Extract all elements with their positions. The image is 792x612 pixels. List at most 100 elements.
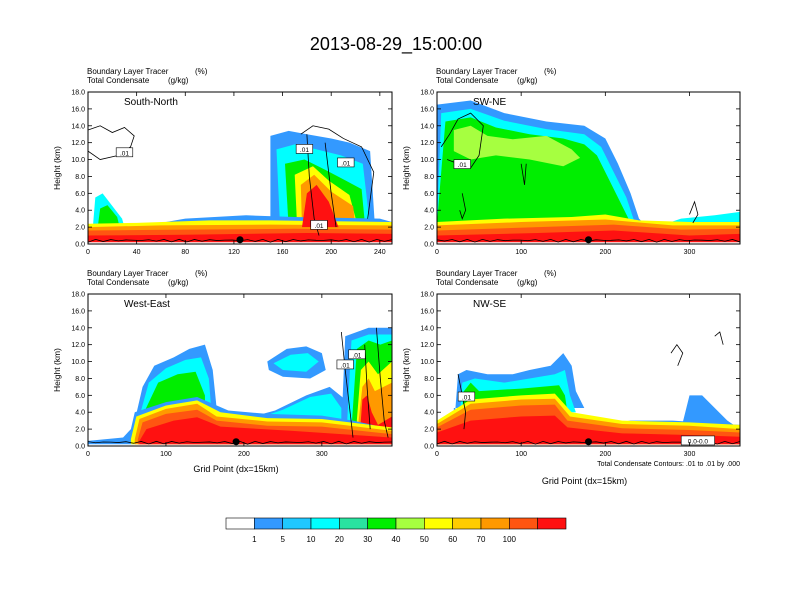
colorbar-swatch (452, 517, 482, 530)
tracer-field (437, 331, 740, 445)
y-tick-label: 10.0 (71, 359, 85, 366)
panel-subtitle-unit: (g/kg) (168, 76, 189, 85)
y-tick-label: 10.0 (420, 157, 434, 164)
contour-label: 0.0-0.0 (688, 438, 709, 445)
contour-label: .01 (120, 150, 129, 157)
x-axis-label: Grid Point (dx=15km) (542, 476, 627, 486)
y-tick-label: 0.0 (424, 242, 434, 249)
condensate-contour (457, 374, 467, 430)
panel-label: South-North (124, 97, 178, 108)
y-tick-label: 12.0 (71, 140, 85, 147)
panel-title-unit: (%) (544, 67, 557, 76)
condensate-contour (300, 125, 375, 219)
y-tick-label: 6.0 (75, 393, 85, 400)
y-tick-label: 16.0 (420, 106, 434, 113)
x-tick-label: 240 (374, 249, 386, 256)
y-tick-label: 8.0 (424, 376, 434, 383)
x-tick-label: 200 (238, 451, 250, 458)
colorbar-swatch (509, 517, 538, 530)
x-tick-label: 100 (515, 249, 527, 256)
y-tick-label: 18.0 (420, 292, 434, 299)
y-tick-label: 2.0 (75, 225, 85, 232)
colorbar-swatch (395, 517, 425, 530)
condensate-contour (340, 331, 354, 438)
y-tick-label: 8.0 (75, 376, 85, 383)
x-tick-label: 300 (316, 451, 328, 458)
y-tick-label: 4.0 (424, 410, 434, 417)
contour-label-box (680, 435, 715, 446)
y-tick-label: 18.0 (420, 90, 434, 97)
panel-subtitle-unit: (g/kg) (517, 278, 538, 287)
panel-west-east: .01.01 0.0 2.0 4.0 6.0 8.0 10.0 12.0 14.0 16.0 18.… (52, 269, 393, 474)
panel-title: Boundary Layer Tracer (436, 67, 518, 76)
contour-label: .01 (300, 147, 309, 154)
station-marker (232, 438, 240, 446)
y-tick-label: 12.0 (71, 342, 85, 349)
x-tick-label: 200 (599, 249, 611, 256)
plot-frame (436, 91, 741, 245)
y-tick-label: 14.0 (71, 325, 85, 332)
condensate-contour (324, 142, 337, 228)
y-tick-label: 14.0 (420, 325, 434, 332)
x-tick-label: 0 (86, 249, 90, 256)
tracer-shading (273, 353, 319, 372)
panel-south-north: .01 .01 .01 .01 0.0 2.0 4.0 6.0 8.0 10.0 12.0 14.0 1… (52, 67, 393, 256)
contour-label-box (453, 159, 471, 169)
panel-subtitle: Total Condensate (87, 278, 150, 287)
contour-label-box (295, 144, 314, 154)
y-tick-label: 14.0 (71, 123, 85, 130)
y-tick-label: 6.0 (424, 393, 434, 400)
x-tick-label: 40 (133, 249, 141, 256)
station-marker (236, 236, 244, 244)
x-tick-label: 160 (277, 249, 289, 256)
tracer-field (88, 327, 392, 445)
colorbar-swatch (225, 517, 255, 530)
y-tick-label: 0.0 (75, 444, 85, 451)
condensate-contour (459, 193, 467, 220)
panel-subtitle-unit: (g/kg) (168, 278, 189, 287)
y-tick-label: 14.0 (420, 123, 434, 130)
panel-title-unit: (%) (544, 269, 557, 278)
y-tick-label: 8.0 (75, 174, 85, 181)
condensate-contour (714, 331, 724, 345)
y-tick-label: 4.0 (424, 208, 434, 215)
condensate-contour (689, 200, 699, 224)
colorbar-label: 1 (252, 535, 257, 544)
x-tick-label: 0 (435, 249, 439, 256)
contour-label-box (457, 391, 476, 402)
y-tick-label: 8.0 (424, 174, 434, 181)
y-tick-label: 6.0 (424, 191, 434, 198)
condensate-contour (88, 125, 135, 160)
panel-nw-se: .01 0.0-0.0 0.0 2.0 4.0 6.0 8.0 10.0 12.0 14.0 16.… (401, 269, 741, 486)
y-axis-label: Height (km) (401, 146, 411, 190)
contour-label-box (115, 147, 134, 158)
panel-subtitle: Total Condensate (436, 76, 499, 85)
y-tick-label: 16.0 (420, 308, 434, 315)
y-tick-label: 4.0 (75, 410, 85, 417)
x-tick-label: 300 (684, 249, 696, 256)
panel-sw-ne: .01 0.0 2.0 4.0 6.0 8.0 10.0 12.0 14.0 16.0 18.0 0 1… (401, 67, 741, 256)
colorbar-label: 5 (280, 535, 285, 544)
tracer-shading (681, 395, 740, 430)
panel-subtitle: Total Condensate (436, 278, 499, 287)
contour-label: .01 (341, 160, 350, 167)
y-tick-label: 12.0 (420, 342, 434, 349)
x-tick-label: 80 (181, 249, 189, 256)
x-tick-label: 300 (684, 451, 696, 458)
panel-title: Boundary Layer Tracer (87, 67, 169, 76)
colorbar-label: 100 (503, 535, 517, 544)
colorbar-swatch (254, 517, 283, 530)
tracer-shading (139, 417, 392, 445)
y-tick-label: 18.0 (71, 292, 85, 299)
panel-title-unit: (%) (195, 269, 208, 278)
tracer-shading (437, 415, 740, 445)
y-tick-label: 18.0 (71, 90, 85, 97)
contour-label: .01 (341, 362, 350, 369)
y-tick-label: 10.0 (71, 157, 85, 164)
tracer-shading (255, 393, 342, 421)
contour-label-box (337, 157, 355, 168)
tracer-shading (97, 205, 120, 228)
plot-frame (87, 91, 393, 245)
plot-frame (436, 293, 741, 447)
colorbar-swatch (282, 517, 312, 530)
